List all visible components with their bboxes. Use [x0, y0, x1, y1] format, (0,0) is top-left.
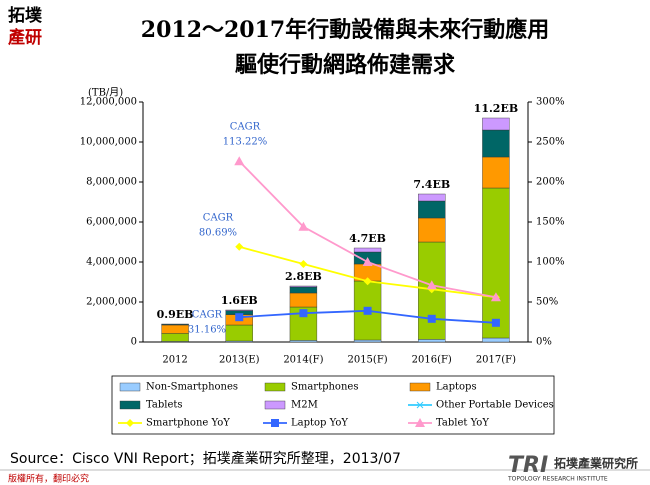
x-tick-label: 2017(F)	[476, 355, 516, 366]
line-marker	[299, 309, 308, 318]
line-marker	[298, 221, 309, 231]
logo-box	[0, 0, 64, 52]
y-tick-label: 10,000,000	[80, 137, 137, 148]
copyright: 版權所有，翻印必究	[8, 473, 89, 485]
line-marker	[235, 242, 244, 251]
bar-segment	[161, 324, 189, 334]
cagr-annotation: CAGR	[203, 213, 234, 224]
bar-total-label: 1.6EB	[221, 294, 258, 307]
legend-swatch	[119, 400, 141, 410]
cagr-annotation: 80.69%	[199, 228, 237, 239]
x-tick-label: 2016(F)	[412, 355, 452, 366]
y2-tick-label: 100%	[536, 257, 565, 268]
line-marker	[415, 418, 425, 427]
bar-segment	[161, 333, 189, 342]
bar-segment	[289, 285, 318, 288]
bar-segment	[353, 247, 382, 253]
cagr-annotation: CAGR	[192, 310, 223, 321]
line-marker	[363, 306, 372, 315]
line-marker	[426, 280, 437, 290]
legend-swatch	[264, 382, 286, 392]
legend-box	[111, 375, 555, 435]
bar-segment	[289, 292, 318, 308]
line-marker	[363, 277, 372, 286]
line-marker	[235, 313, 244, 322]
legend-label: Other Portable Devices	[436, 400, 554, 411]
y-tick-label: 4,000,000	[86, 257, 137, 268]
bar-segment	[482, 129, 510, 158]
legend-label: Smartphones	[291, 382, 358, 393]
org-name: 拓墣產業研究所	[554, 456, 638, 471]
legend-label: Laptops	[436, 382, 477, 393]
y2-tick-label: 0%	[536, 337, 552, 348]
bar-segment	[418, 217, 446, 243]
legend-label: M2M	[291, 400, 318, 411]
bar-segment	[482, 156, 510, 189]
y2-tick-label: 300%	[536, 97, 565, 108]
y-tick-label: 2,000,000	[86, 297, 137, 308]
bar-segment	[482, 187, 510, 339]
legend-swatch	[409, 382, 431, 392]
bar-segment	[418, 200, 446, 219]
x-tick-label: 2014(F)	[283, 355, 323, 366]
bar-total-label: 11.2EB	[474, 102, 518, 115]
y2-tick-label: 250%	[536, 137, 565, 148]
bar-total-label: 7.4EB	[413, 178, 450, 191]
legend-label: Tablet YoY	[436, 418, 489, 429]
bar-segment	[482, 337, 510, 343]
cagr-annotation: 113.22%	[223, 137, 268, 148]
y-tick-label: 0	[131, 337, 137, 348]
source: Source：Cisco VNI Report；拓墣產業研究所整理，2013/0…	[10, 450, 401, 467]
bar-segment	[289, 340, 318, 343]
bar-segment	[353, 339, 382, 343]
line-marker	[416, 401, 424, 409]
logo-text: 產研	[8, 27, 42, 48]
line-marker	[126, 419, 134, 427]
org-name-en: TOPOLOGY RESEARCH INSTITUTE	[507, 476, 608, 483]
line-marker	[271, 419, 279, 427]
line-marker	[490, 292, 501, 302]
line-marker	[234, 156, 245, 166]
line-marker	[299, 260, 308, 268]
bar-segment	[418, 339, 446, 343]
org-mark: TRI	[508, 453, 548, 478]
bar-segment	[225, 309, 253, 312]
title: 驅使行動網路佈建需求	[235, 52, 455, 78]
legend-label: Non-Smartphones	[146, 382, 238, 393]
legend-label: Tablets	[146, 400, 183, 411]
logo-text: 拓墣	[8, 6, 42, 26]
y2-tick-label: 150%	[536, 217, 565, 228]
y-unit: (TB/月)	[88, 87, 123, 99]
bar-total-label: 0.9EB	[157, 308, 194, 321]
line-marker	[362, 257, 373, 266]
bar-segment	[482, 117, 510, 131]
bar-total-label: 4.7EB	[349, 232, 386, 245]
y-tick-label: 8,000,000	[86, 177, 137, 188]
y-tick-label: 6,000,000	[86, 217, 137, 228]
bar-segment	[225, 324, 253, 342]
y2-tick-label: 200%	[536, 177, 565, 188]
line-marker	[427, 314, 436, 323]
bar-segment	[289, 286, 318, 294]
legend-label: Laptop YoY	[291, 418, 348, 429]
legend-label: Smartphone YoY	[146, 418, 230, 429]
bar-total-label: 2.8EB	[285, 270, 322, 283]
legend-swatch	[119, 382, 141, 392]
x-tick-label: 2012	[162, 355, 187, 366]
title: 2012～2017年行動設備與未來行動應用	[141, 17, 549, 43]
x-tick-label: 2015(F)	[347, 355, 387, 366]
line-marker	[491, 318, 500, 327]
x-tick-label: 2013(E)	[219, 355, 260, 366]
cagr-annotation: CAGR	[230, 122, 261, 133]
legend-swatch	[264, 400, 286, 410]
cagr-annotation: 31.16%	[188, 325, 226, 336]
y2-tick-label: 50%	[536, 297, 558, 308]
y-tick-label: 12,000,000	[80, 97, 137, 108]
bar-segment	[418, 193, 446, 202]
